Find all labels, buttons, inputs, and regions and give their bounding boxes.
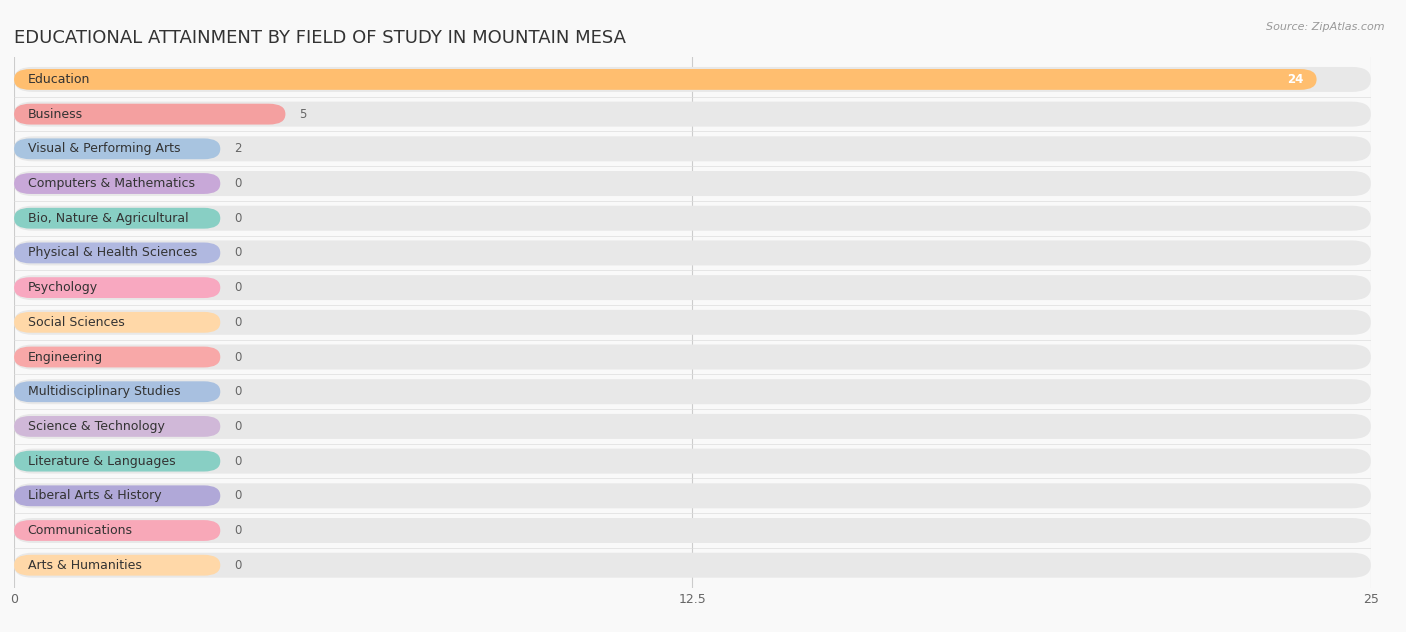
FancyBboxPatch shape [14,312,221,332]
FancyBboxPatch shape [14,379,1371,404]
FancyBboxPatch shape [14,344,1371,370]
FancyBboxPatch shape [14,555,221,576]
Text: 0: 0 [233,351,242,363]
FancyBboxPatch shape [14,206,1371,231]
FancyBboxPatch shape [14,69,1316,90]
Text: 0: 0 [233,489,242,502]
Text: Visual & Performing Arts: Visual & Performing Arts [28,142,180,155]
FancyBboxPatch shape [14,275,1371,300]
FancyBboxPatch shape [14,208,221,229]
FancyBboxPatch shape [14,102,1371,126]
FancyBboxPatch shape [14,138,221,159]
FancyBboxPatch shape [14,171,1371,196]
FancyBboxPatch shape [14,104,285,125]
Text: Bio, Nature & Agricultural: Bio, Nature & Agricultural [28,212,188,225]
Text: Engineering: Engineering [28,351,103,363]
Text: 0: 0 [233,559,242,572]
Text: Literature & Languages: Literature & Languages [28,454,176,468]
FancyBboxPatch shape [14,414,1371,439]
FancyBboxPatch shape [14,518,1371,543]
Text: Social Sciences: Social Sciences [28,316,124,329]
Text: 0: 0 [233,420,242,433]
Text: Arts & Humanities: Arts & Humanities [28,559,142,572]
Text: Liberal Arts & History: Liberal Arts & History [28,489,162,502]
FancyBboxPatch shape [14,243,221,264]
FancyBboxPatch shape [14,240,1371,265]
Text: 5: 5 [299,107,307,121]
Text: 0: 0 [233,177,242,190]
Text: Education: Education [28,73,90,86]
Text: EDUCATIONAL ATTAINMENT BY FIELD OF STUDY IN MOUNTAIN MESA: EDUCATIONAL ATTAINMENT BY FIELD OF STUDY… [14,29,626,47]
Text: Business: Business [28,107,83,121]
Text: 0: 0 [233,454,242,468]
Text: 0: 0 [233,386,242,398]
Text: 0: 0 [233,281,242,294]
Text: 2: 2 [233,142,242,155]
Text: 0: 0 [233,524,242,537]
Text: Multidisciplinary Studies: Multidisciplinary Studies [28,386,180,398]
FancyBboxPatch shape [14,451,221,471]
FancyBboxPatch shape [14,520,221,541]
FancyBboxPatch shape [14,137,1371,161]
Text: 24: 24 [1286,73,1303,86]
Text: Physical & Health Sciences: Physical & Health Sciences [28,246,197,259]
FancyBboxPatch shape [14,483,1371,508]
Text: Computers & Mathematics: Computers & Mathematics [28,177,194,190]
Text: Communications: Communications [28,524,132,537]
FancyBboxPatch shape [14,381,221,402]
FancyBboxPatch shape [14,277,221,298]
Text: Source: ZipAtlas.com: Source: ZipAtlas.com [1267,22,1385,32]
Text: Science & Technology: Science & Technology [28,420,165,433]
FancyBboxPatch shape [14,449,1371,473]
Text: 0: 0 [233,316,242,329]
Text: Psychology: Psychology [28,281,98,294]
FancyBboxPatch shape [14,553,1371,578]
Text: 0: 0 [233,212,242,225]
FancyBboxPatch shape [14,485,221,506]
FancyBboxPatch shape [14,310,1371,335]
FancyBboxPatch shape [14,346,221,367]
Text: 0: 0 [233,246,242,259]
FancyBboxPatch shape [14,173,221,194]
FancyBboxPatch shape [14,67,1371,92]
FancyBboxPatch shape [14,416,221,437]
